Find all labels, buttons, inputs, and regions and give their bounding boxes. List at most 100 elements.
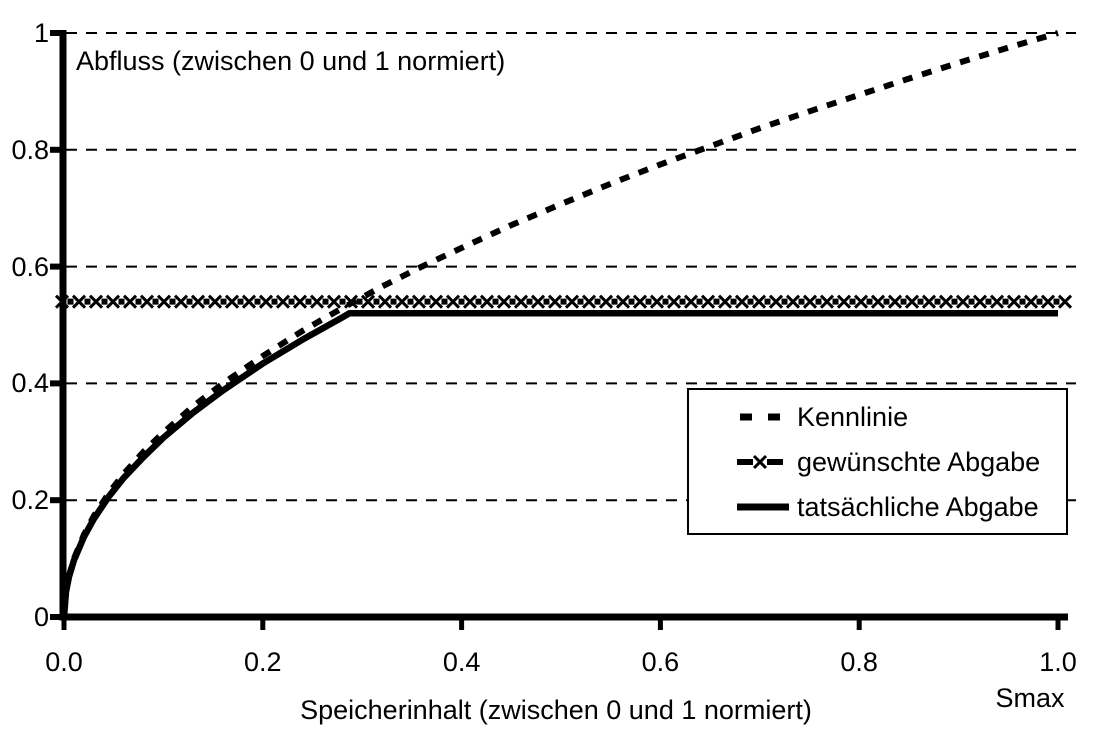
x-marker — [156, 294, 172, 309]
x-marker — [887, 294, 903, 309]
x-marker — [717, 294, 733, 309]
x-marker — [581, 294, 597, 309]
x-marker — [938, 294, 954, 309]
y-tick-mark-0 — [50, 614, 63, 620]
x-marker — [1057, 294, 1073, 309]
x-marker — [190, 294, 206, 309]
x-marker — [292, 294, 308, 309]
y-tick-label-0.8: 0.8 — [11, 134, 49, 165]
x-marker — [836, 294, 852, 309]
x-marker — [326, 294, 342, 309]
x-marker — [1040, 294, 1056, 309]
x-tick-mark-0 — [61, 617, 67, 630]
x-marker — [785, 294, 801, 309]
legend-line-sample-kennlinie — [740, 413, 783, 420]
x-marker — [139, 294, 155, 309]
x-marker — [904, 294, 920, 309]
x-marker — [224, 294, 240, 309]
series-gewuenschte-abgabe — [54, 294, 1073, 309]
series-tatsaechliche-abgabe — [60, 310, 1058, 618]
x-marker — [751, 294, 767, 309]
x-marker — [105, 294, 121, 309]
x-marker — [258, 294, 274, 309]
x-marker — [394, 294, 410, 309]
legend-label-tatsaechliche-abgabe: tatsächliche Abgabe — [797, 491, 1039, 522]
x-marker — [632, 294, 648, 309]
x-marker — [853, 294, 869, 309]
x-marker — [972, 294, 988, 309]
x-marker — [343, 294, 359, 309]
y-tick-mark-1 — [50, 30, 63, 36]
y-tick-label-0.4: 0.4 — [11, 368, 49, 399]
x-tick-label-0.0: 0.0 — [45, 647, 83, 677]
x-marker — [921, 294, 937, 309]
x-tick-mark-0.2 — [260, 617, 266, 630]
x-marker — [462, 294, 478, 309]
series-kennlinie — [61, 30, 1059, 618]
x-marker — [870, 294, 886, 309]
x-marker — [802, 294, 818, 309]
legend-line-sample-gewuenschte-abgabe — [737, 454, 789, 469]
y-tick-label-1: 1 — [33, 18, 49, 48]
x-tick-label-0.4: 0.4 — [442, 647, 481, 677]
x-marker — [275, 294, 291, 309]
x-marker — [377, 294, 393, 309]
x-marker — [564, 294, 580, 309]
x-marker — [173, 294, 189, 309]
x-marker — [683, 294, 699, 309]
x-marker — [207, 294, 223, 309]
x-tick-label-1.0: 1.0 — [1039, 647, 1077, 677]
x-marker — [479, 294, 495, 309]
x-tick-mark-1 — [1055, 617, 1061, 630]
x-marker — [241, 294, 257, 309]
x-marker — [734, 294, 750, 309]
x-marker — [768, 294, 784, 309]
x-tick-label-0.8: 0.8 — [840, 647, 878, 677]
y-tick-label-0: 0 — [33, 602, 49, 632]
x-marker — [700, 294, 716, 309]
x-marker — [615, 294, 631, 309]
x-marker — [666, 294, 682, 309]
x-axis-max-label: Smax — [995, 683, 1065, 713]
x-marker — [1023, 294, 1039, 309]
x-marker — [309, 294, 325, 309]
y-tick-mark-0.8 — [50, 146, 63, 153]
x-tick-mark-0.6 — [657, 617, 663, 630]
x-tick-mark-0.4 — [459, 617, 465, 630]
x-marker — [547, 294, 563, 309]
x-marker — [496, 294, 512, 309]
chart-title: Abfluss (zwischen 0 und 1 normiert) — [76, 46, 506, 76]
x-marker — [955, 294, 971, 309]
y-tick-label-0.6: 0.6 — [11, 251, 49, 282]
x-marker — [989, 294, 1005, 309]
x-marker — [71, 294, 87, 309]
y-tick-mark-0.2 — [50, 497, 63, 504]
legend-item-tatsaechliche-abgabe: tatsächliche Abgabe — [689, 491, 1066, 523]
x-marker — [513, 294, 529, 309]
x-marker — [1006, 294, 1022, 309]
x-marker — [122, 294, 138, 309]
x-marker — [530, 294, 546, 309]
legend-item-kennlinie: Kennlinie — [689, 401, 1066, 433]
y-tick-mark-0.4 — [50, 380, 63, 387]
x-tick-label-0.2: 0.2 — [244, 647, 282, 677]
legend-item-gewuenschte-abgabe: gewünschte Abgabe — [689, 446, 1066, 478]
x-tick-mark-0.8 — [856, 617, 862, 630]
x-marker — [411, 294, 427, 309]
x-axis-title: Speicherinhalt (zwischen 0 und 1 normier… — [300, 695, 812, 725]
legend: Kennlinie gewünschte Abgabe tatsächliche A… — [687, 388, 1068, 535]
y-tick-mark-0.6 — [50, 263, 63, 270]
x-marker — [445, 294, 461, 309]
x-marker — [360, 294, 376, 309]
x-marker — [649, 294, 665, 309]
x-marker — [598, 294, 614, 309]
x-tick-label-0.6: 0.6 — [641, 647, 680, 677]
legend-line-sample-tatsaechliche-abgabe — [737, 503, 789, 510]
x-marker — [428, 294, 444, 309]
x-marker — [819, 294, 835, 309]
legend-label-gewuenschte-abgabe: gewünschte Abgabe — [797, 446, 1041, 477]
legend-label-kennlinie: Kennlinie — [797, 401, 909, 432]
x-marker — [54, 294, 70, 309]
